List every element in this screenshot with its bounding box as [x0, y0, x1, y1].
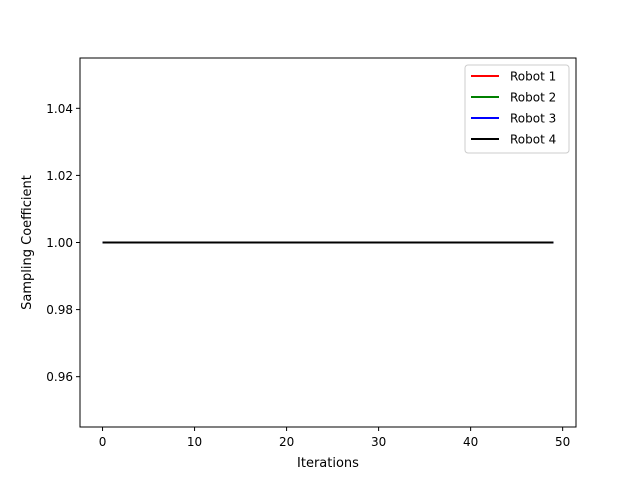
- y-tick-label: 1.00: [46, 236, 73, 250]
- y-axis-ticks: 0.96 0.98 1.00 1.02 1.04: [46, 102, 80, 384]
- x-tick-label: 20: [279, 435, 294, 449]
- x-tick-label: 0: [99, 435, 107, 449]
- x-tick-label: 10: [187, 435, 202, 449]
- y-tick-label: 1.04: [46, 102, 73, 116]
- legend-label: Robot 1: [510, 70, 556, 84]
- x-tick-label: 40: [463, 435, 478, 449]
- y-tick-label: 0.96: [46, 370, 73, 384]
- x-tick-label: 30: [371, 435, 386, 449]
- legend: Robot 1 Robot 2 Robot 3 Robot 4: [464, 64, 570, 154]
- legend-label: Robot 3: [510, 112, 556, 126]
- legend-label: Robot 2: [510, 91, 556, 105]
- legend-box: [464, 64, 570, 154]
- y-axis-label: Sampling Coefficient: [20, 175, 35, 310]
- x-axis-label: Iterations: [297, 456, 359, 471]
- x-tick-label: 50: [555, 435, 570, 449]
- y-tick-label: 0.98: [46, 303, 73, 317]
- y-tick-label: 1.02: [46, 169, 73, 183]
- legend-label: Robot 4: [510, 133, 556, 147]
- x-axis-ticks: 0 10 20 30 40 50: [99, 427, 570, 449]
